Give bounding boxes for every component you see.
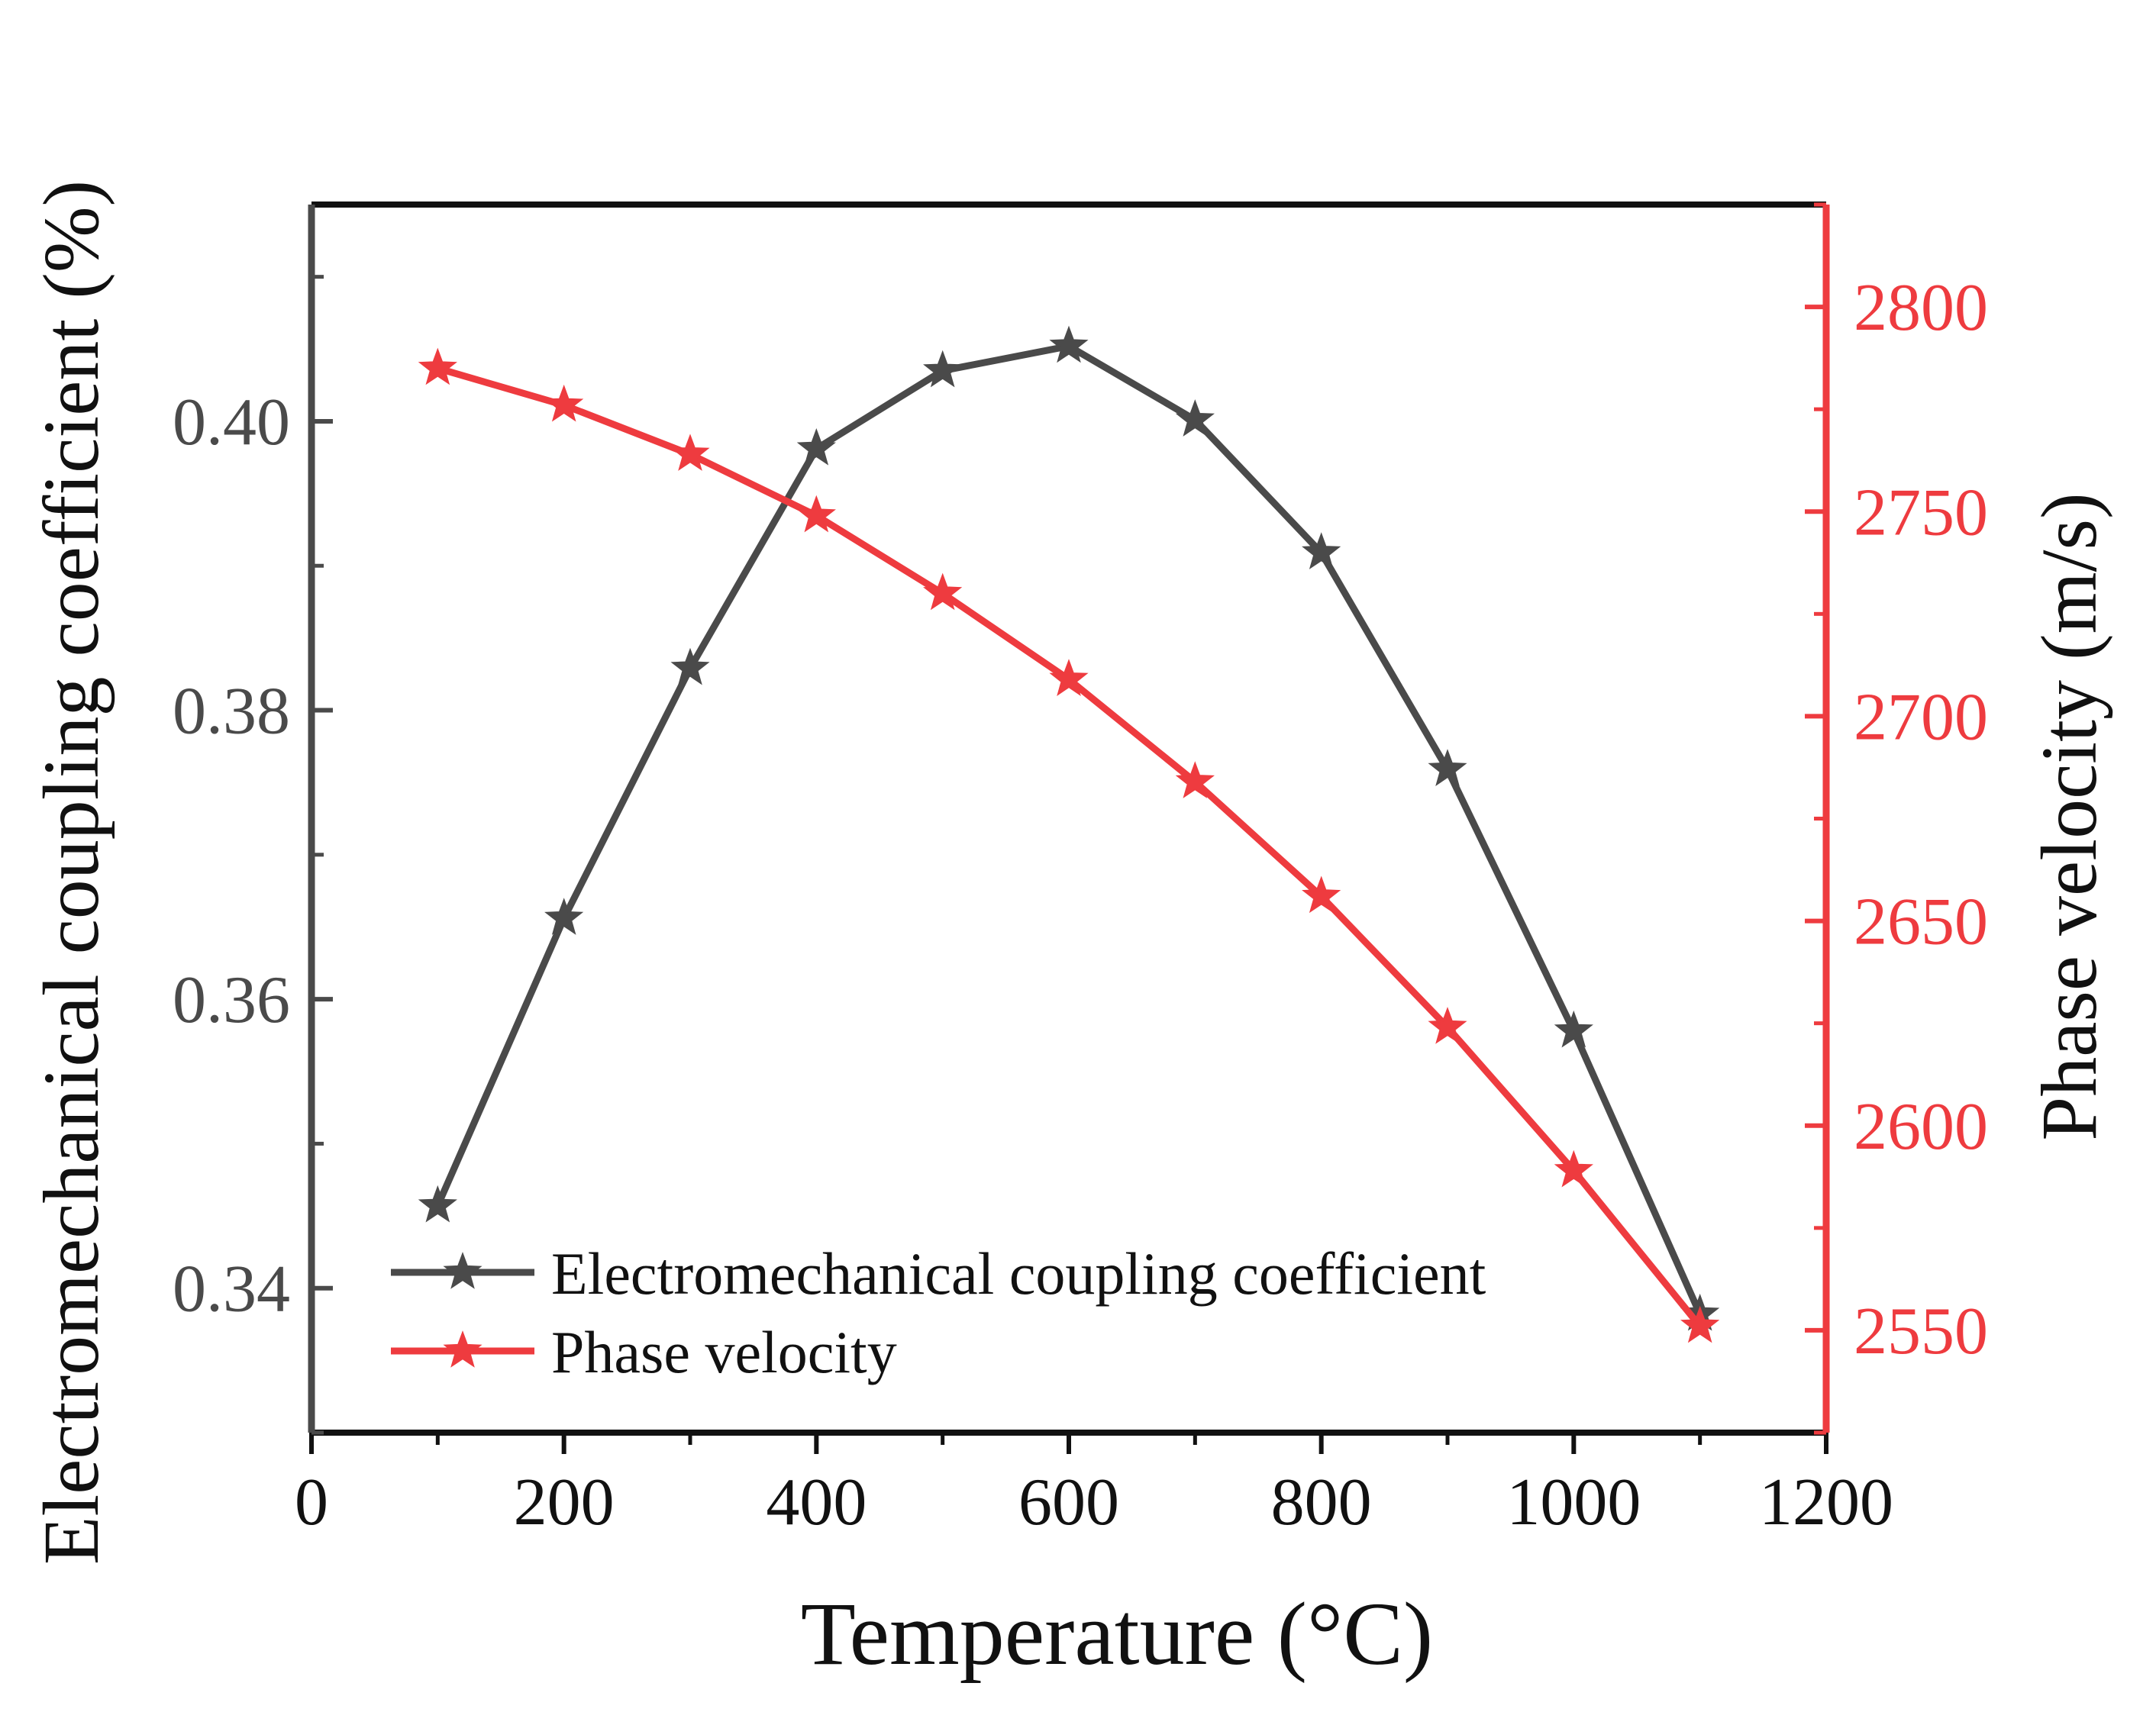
data-point-phase-velocity [670, 434, 710, 471]
y-right-tick-label: 2600 [1854, 1090, 1988, 1164]
data-point-coupling [1049, 325, 1089, 363]
data-point-phase-velocity [1428, 1007, 1467, 1044]
data-point-coupling [1554, 1010, 1593, 1048]
legend-marker [443, 1330, 483, 1368]
x-tick-label: 400 [766, 1465, 867, 1540]
y-right-tick-label: 2550 [1854, 1294, 1988, 1369]
data-point-phase-velocity [1680, 1305, 1720, 1343]
data-point-phase-velocity [796, 495, 836, 533]
x-tick-label: 600 [1018, 1465, 1119, 1540]
x-tick-label: 1200 [1759, 1465, 1893, 1540]
data-point-coupling [418, 1185, 457, 1223]
data-point-phase-velocity [1554, 1149, 1593, 1188]
data-point-phase-velocity [1049, 659, 1089, 696]
data-point-phase-velocity [418, 347, 457, 385]
data-point-coupling [796, 428, 836, 466]
y-axis-left-title: Electromechanical coupling coefficient (… [27, 180, 115, 1565]
x-tick-label: 0 [295, 1465, 328, 1540]
data-point-coupling [544, 898, 584, 935]
data-point-coupling [1302, 532, 1341, 569]
legend-marker [443, 1252, 483, 1289]
y-right-tick-label: 2650 [1854, 885, 1988, 959]
data-point-coupling [1175, 399, 1215, 437]
y-right-tick-label: 2700 [1854, 680, 1988, 754]
data-point-phase-velocity [1302, 875, 1341, 914]
data-point-phase-velocity [1175, 761, 1215, 798]
x-tick-label: 800 [1271, 1465, 1372, 1540]
y-left-tick-label: 0.40 [173, 385, 290, 459]
data-point-coupling [923, 350, 963, 388]
y-left-tick-label: 0.36 [173, 963, 290, 1037]
x-tick-label: 200 [514, 1465, 615, 1540]
data-point-phase-velocity [923, 572, 963, 611]
x-tick-label: 1000 [1506, 1465, 1641, 1540]
legend: Electromechanical coupling coefficient Ph… [391, 1240, 1486, 1385]
legend-label: Phase velocity [551, 1319, 897, 1385]
series-layer [418, 325, 1720, 1343]
y-right-tick-label: 2800 [1854, 271, 1988, 345]
y-left-tick-label: 0.34 [173, 1253, 290, 1327]
axes: 0 200 400 600 800 1000 1200 0.34 0.36 0.38 0.40 255… [173, 202, 1988, 1540]
y-right-tick-label: 2750 [1854, 476, 1988, 550]
y-axis-right-title: Phase velocity (m/s) [2025, 492, 2113, 1140]
data-point-coupling [670, 647, 710, 685]
data-point-phase-velocity [544, 384, 584, 422]
legend-label: Electromechanical coupling coefficient [551, 1240, 1486, 1307]
x-axis-title: Temperature (°C) [801, 1584, 1433, 1684]
axis-labels: Temperature (°C) Electromechanical coupl… [27, 180, 2113, 1684]
data-point-coupling [1428, 749, 1467, 786]
y-left-tick-label: 0.38 [173, 675, 290, 749]
